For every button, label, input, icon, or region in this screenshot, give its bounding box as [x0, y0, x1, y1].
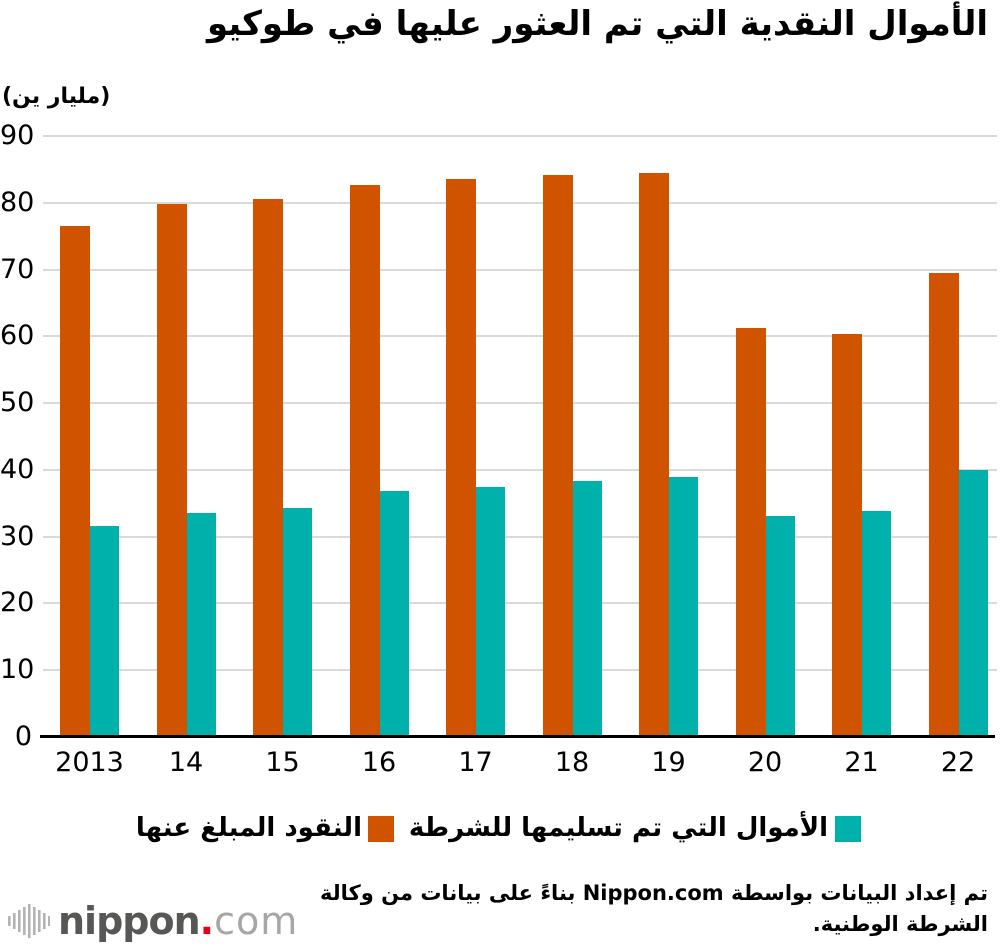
bar-handed — [379, 491, 409, 737]
source-note-line2: الشرطة الوطنية. — [812, 912, 988, 936]
bar-handed — [958, 469, 988, 737]
logo-text-com: com — [214, 899, 299, 943]
x-tick-label: 17 — [458, 747, 493, 778]
y-axis-unit-label: (مليار ين) — [2, 84, 111, 109]
gridline — [43, 535, 997, 538]
x-tick-label: 2013 — [55, 747, 124, 778]
x-tick-label: 19 — [651, 747, 686, 778]
x-tick-label: 21 — [844, 747, 879, 778]
logo-text-nippon: nippon — [58, 899, 201, 943]
y-tick-label: 70 — [0, 253, 35, 285]
x-tick-label: 15 — [265, 747, 300, 778]
y-tick-label: 10 — [0, 654, 35, 686]
bar-handed — [862, 510, 891, 737]
bar-reported — [156, 204, 187, 737]
bar-reported — [832, 334, 862, 737]
logo-red-dot: . — [199, 899, 215, 943]
y-tick-label: 60 — [0, 320, 35, 352]
y-tick-label: 20 — [0, 587, 35, 619]
bar-handed — [90, 525, 119, 737]
gridline — [43, 268, 997, 271]
bar-handed — [765, 515, 795, 737]
bar-reported — [446, 179, 476, 737]
bar-reported — [253, 199, 283, 737]
bar-handed — [669, 477, 698, 737]
gridline — [43, 335, 997, 338]
bar-reported — [542, 174, 573, 737]
x-tick-label: 14 — [168, 747, 204, 778]
bar-reported — [928, 272, 959, 737]
bar-handed — [186, 513, 216, 737]
y-tick-label: 40 — [0, 453, 35, 485]
gridline — [43, 602, 997, 605]
y-tick-label: 0 — [14, 721, 32, 752]
bar-reported — [349, 184, 380, 737]
y-tick-label: 90 — [0, 120, 35, 151]
legend-swatch-handed — [835, 816, 861, 842]
y-tick-label: 30 — [0, 520, 35, 552]
bar-reported — [639, 172, 669, 737]
x-tick-label: 22 — [940, 747, 976, 778]
legend-label-reported: النقود المبلغ عنها — [135, 813, 362, 843]
y-tick-label: 80 — [0, 186, 35, 218]
x-axis-line — [40, 735, 995, 738]
bar-handed — [572, 480, 602, 737]
gridline — [43, 135, 997, 137]
x-tick-label: 16 — [361, 747, 397, 778]
legend-swatch-reported — [368, 816, 394, 842]
chart-title: الأموال النقدية التي تم العثور عليها في … — [206, 4, 989, 44]
bar-reported — [735, 328, 766, 737]
y-tick-label: 50 — [0, 387, 35, 419]
bar-handed — [283, 507, 312, 737]
soundwave-icon — [8, 904, 50, 938]
x-tick-label: 18 — [554, 747, 590, 778]
source-note: تم إعداد البيانات بواسطة Nippon.com بناء… — [308, 878, 988, 940]
gridline — [43, 402, 997, 405]
gridline — [43, 669, 997, 672]
bar-reported — [60, 226, 90, 737]
gridline — [43, 201, 997, 204]
legend-label-handed: الأموال التي تم تسليمها للشرطة — [408, 813, 828, 843]
gridline — [43, 468, 997, 471]
bar-handed — [476, 486, 505, 737]
nippon-logo: nippon. com — [8, 899, 298, 943]
source-note-line1: تم إعداد البيانات بواسطة Nippon.com بناء… — [320, 881, 988, 905]
x-tick-label: 20 — [747, 747, 783, 778]
